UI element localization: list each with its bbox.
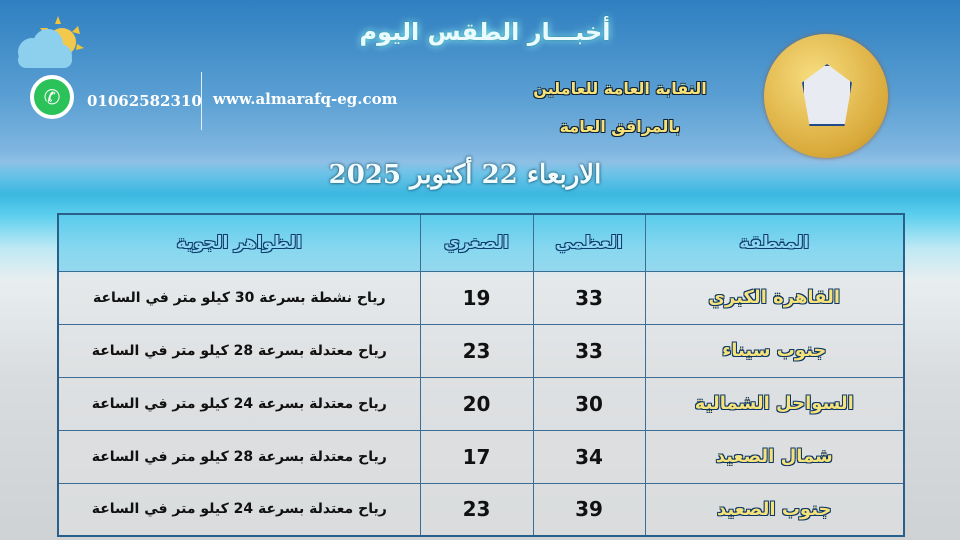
header-phenomena: الظواهر الجوية (57, 213, 421, 272)
region-cell: السواحل الشمالية (644, 376, 905, 431)
table-row: القاهرة الكبري 33 19 رياح نشطة بسرعة 30 كيل… (57, 270, 905, 325)
table-row: السواحل الشمالية 30 20 رياح معتدلة بسرعة 24… (57, 376, 905, 431)
table-row: جنوب الصعيد 39 23 رياح معتدلة بسرعة 24 كيلو… (57, 482, 905, 537)
divider (201, 72, 202, 130)
weather-table: المنطقة العظمي الصغري الظواهر الجوية الق… (57, 213, 905, 537)
phenomena-cell: رياح معتدلة بسرعة 28 كيلو متر في الساعة (57, 323, 421, 378)
max-temp-cell: 39 (532, 482, 646, 537)
table-row: جنوب سيناء 33 23 رياح معتدلة بسرعة 28 كيلو … (57, 323, 905, 378)
phenomena-cell: رياح معتدلة بسرعة 28 كيلو متر في الساعة (57, 429, 421, 484)
page-title: أخبـــار الطقس اليوم (359, 18, 611, 46)
date-heading: الاربعاء 22 أكتوبر 2025 (328, 160, 602, 190)
header-max: العظمي (532, 213, 646, 272)
union-line-1: النقابة العامة للعاملين (533, 79, 707, 98)
min-temp-cell: 23 (419, 482, 534, 537)
phenomena-cell: رياح نشطة بسرعة 30 كيلو متر في الساعة (57, 270, 421, 325)
website-link[interactable]: www.almarafq-eg.com (213, 90, 398, 108)
header-min: الصغري (419, 213, 534, 272)
max-temp-cell: 33 (532, 270, 646, 325)
min-temp-cell: 23 (419, 323, 534, 378)
logo-badge (802, 64, 852, 126)
table-header-row: المنطقة العظمي الصغري الظواهر الجوية (57, 213, 905, 272)
union-logo (764, 34, 888, 158)
phone-number: 01062582310 (87, 92, 202, 110)
union-line-2: بالمرافق العامة (559, 117, 681, 136)
region-cell: شمال الصعيد (644, 429, 905, 484)
max-temp-cell: 34 (532, 429, 646, 484)
min-temp-cell: 20 (419, 376, 534, 431)
union-name: النقابة العامة للعاملين بالمرافق العامة (520, 70, 720, 146)
cloud-sun-icon (18, 16, 84, 68)
max-temp-cell: 33 (532, 323, 646, 378)
phenomena-cell: رياح معتدلة بسرعة 24 كيلو متر في الساعة (57, 482, 421, 537)
phenomena-cell: رياح معتدلة بسرعة 24 كيلو متر في الساعة (57, 376, 421, 431)
region-cell: القاهرة الكبري (644, 270, 905, 325)
max-temp-cell: 30 (532, 376, 646, 431)
region-cell: جنوب سيناء (644, 323, 905, 378)
header-region: المنطقة (644, 213, 905, 272)
min-temp-cell: 19 (419, 270, 534, 325)
region-cell: جنوب الصعيد (644, 482, 905, 537)
min-temp-cell: 17 (419, 429, 534, 484)
whatsapp-icon: ✆ (30, 75, 74, 119)
table-row: شمال الصعيد 34 17 رياح معتدلة بسرعة 28 كيلو… (57, 429, 905, 484)
